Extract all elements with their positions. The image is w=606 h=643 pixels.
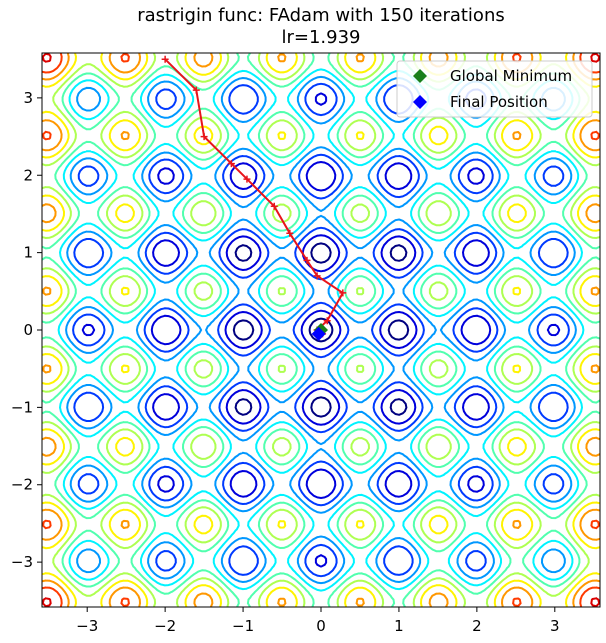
x-tick-label: 2 bbox=[472, 617, 482, 635]
path-point-0 bbox=[161, 55, 169, 63]
chart-subtitle: lr=1.939 bbox=[281, 27, 360, 48]
y-tick-label: 3 bbox=[23, 89, 33, 107]
contour-level-10 bbox=[42, 53, 600, 607]
x-tick-label: −2 bbox=[154, 617, 176, 635]
y-tick-label: 0 bbox=[23, 321, 33, 339]
x-tick-label: 0 bbox=[316, 617, 326, 635]
path-point-10 bbox=[323, 317, 331, 325]
legend-label-global-minimum: Global Minimum bbox=[450, 67, 572, 85]
y-tick-label: −2 bbox=[11, 476, 33, 494]
contour-level-0 bbox=[232, 242, 410, 418]
contour-level-7 bbox=[42, 53, 600, 607]
legend: Global Minimum Final Position bbox=[396, 60, 593, 118]
legend-marker-final-position bbox=[413, 95, 427, 109]
legend-box bbox=[396, 60, 593, 118]
x-tick-label: −1 bbox=[232, 617, 254, 635]
path-point-7 bbox=[303, 256, 311, 264]
legend-marker-global-minimum bbox=[413, 69, 427, 83]
y-tick-label: −3 bbox=[11, 553, 33, 571]
y-tick-label: 1 bbox=[23, 244, 33, 262]
contour-level-9 bbox=[42, 53, 600, 607]
path-point-8 bbox=[313, 272, 321, 280]
final-position-marker bbox=[311, 326, 326, 341]
contour-level-2 bbox=[72, 82, 570, 578]
x-tick-label: 1 bbox=[394, 617, 404, 635]
path-point-1 bbox=[192, 86, 200, 94]
chart-title: rastrigin func: FAdam with 150 iteration… bbox=[137, 5, 504, 26]
path-point-5 bbox=[270, 202, 278, 210]
optimizer-path-layer bbox=[161, 55, 347, 338]
contour-level-3 bbox=[65, 75, 577, 585]
x-tick-label: 3 bbox=[550, 617, 560, 635]
contour-level-4 bbox=[57, 68, 585, 592]
path-point-4 bbox=[243, 175, 251, 183]
path-point-6 bbox=[286, 229, 294, 237]
path-point-2 bbox=[200, 133, 208, 141]
x-axis: −3 −2 −1 0 1 2 3 bbox=[76, 607, 560, 635]
y-axis: −3 −2 −1 0 1 2 3 bbox=[11, 89, 42, 571]
y-tick-label: 2 bbox=[23, 166, 33, 184]
legend-label-final-position: Final Position bbox=[450, 93, 548, 111]
marker-layer bbox=[311, 323, 328, 341]
path-point-3 bbox=[227, 160, 235, 168]
x-tick-label: −3 bbox=[76, 617, 98, 635]
path-point-9 bbox=[339, 289, 347, 297]
y-tick-label: −1 bbox=[11, 398, 33, 416]
